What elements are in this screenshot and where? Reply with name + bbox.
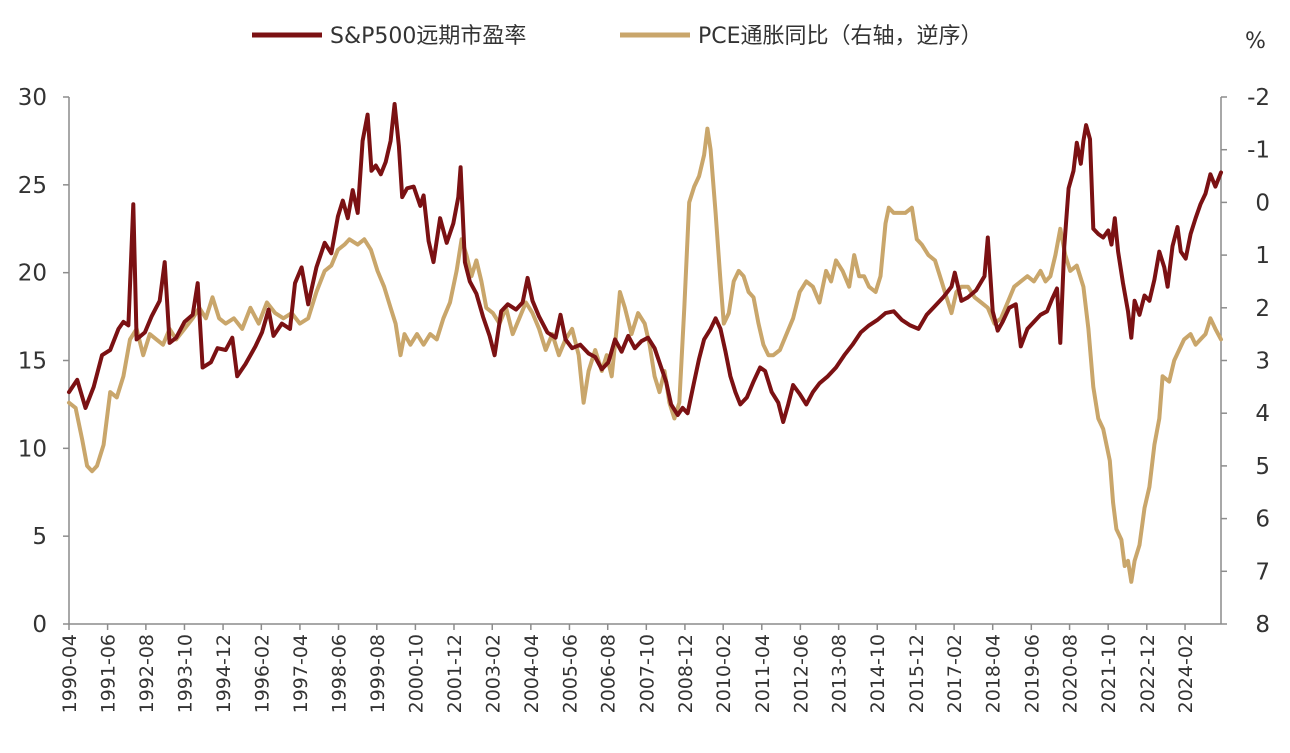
right-tick-label: 2 — [1255, 296, 1270, 322]
right-axis-unit-label: % — [1245, 29, 1266, 54]
left-tick-label: 15 — [18, 349, 47, 375]
left-tick-label: 0 — [32, 612, 47, 638]
x-tick-label: 1992-08 — [136, 634, 158, 713]
x-tick-label: 2013-08 — [829, 634, 851, 713]
x-tick-label: 2014-10 — [867, 634, 889, 713]
x-tick-label: 2011-04 — [752, 634, 774, 713]
legend-label-pce: PCE通胀同比（右轴，逆序） — [698, 24, 983, 49]
x-tick-label: 2010-02 — [713, 634, 735, 713]
right-axis-ticks: -2 -1 0 1 2 3 4 5 6 7 8 — [1221, 85, 1270, 638]
right-tick-label: 6 — [1255, 507, 1270, 533]
x-tick-label: 1998-06 — [329, 634, 351, 713]
left-tick-label: 5 — [32, 524, 47, 550]
x-tick-label: 2001-12 — [444, 634, 466, 713]
x-tick-label: 2007-10 — [636, 634, 658, 713]
x-tick-label: 2012-06 — [790, 634, 812, 713]
legend-label-pe: S&P500远期市盈率 — [330, 24, 526, 49]
x-tick-label: 2021-10 — [1098, 634, 1120, 713]
left-axis-ticks: 0 5 10 15 20 25 30 — [18, 85, 69, 638]
left-tick-label: 30 — [18, 85, 47, 111]
x-axis-ticks: 1990-04 1991-06 1992-08 1993-10 1994-12 1996-… — [59, 624, 1197, 713]
right-tick-label: 3 — [1255, 349, 1270, 375]
x-tick-label: 2004-04 — [521, 634, 543, 713]
x-tick-label: 2020-08 — [1060, 634, 1082, 713]
series-layer — [67, 102, 1223, 584]
x-tick-label: 2015-12 — [906, 634, 928, 713]
x-tick-label: 2024-02 — [1175, 634, 1197, 713]
x-tick-label: 2019-06 — [1021, 634, 1043, 713]
right-tick-label: -1 — [1247, 138, 1270, 164]
x-tick-label: 2006-08 — [598, 634, 620, 713]
left-tick-label: 10 — [18, 436, 47, 462]
x-tick-label: 1999-08 — [367, 634, 389, 713]
right-tick-label: 5 — [1255, 454, 1270, 480]
x-tick-label: 2018-04 — [983, 634, 1005, 713]
series-line-pe — [67, 102, 1223, 424]
series-line-pce — [67, 126, 1223, 584]
legend: S&P500远期市盈率 PCE通胀同比（右轴，逆序） — [252, 24, 983, 49]
x-tick-label: 1994-12 — [213, 634, 235, 713]
x-tick-label: 2005-06 — [559, 634, 581, 713]
right-tick-label: -2 — [1247, 85, 1270, 111]
x-tick-label: 2003-02 — [482, 634, 504, 713]
left-tick-label: 20 — [18, 261, 47, 287]
x-tick-label: 2017-02 — [944, 634, 966, 713]
x-tick-label: 2000-10 — [405, 634, 427, 713]
x-tick-label: 1990-04 — [59, 634, 81, 713]
x-tick-label: 1991-06 — [98, 634, 120, 713]
x-tick-label: 1993-10 — [174, 634, 196, 713]
x-tick-label: 2008-12 — [675, 634, 697, 713]
right-tick-label: 1 — [1255, 243, 1270, 269]
right-tick-label: 8 — [1255, 612, 1270, 638]
right-tick-label: 4 — [1255, 401, 1270, 427]
right-tick-label: 0 — [1255, 190, 1270, 216]
left-tick-label: 25 — [18, 173, 47, 199]
x-tick-label: 2022-12 — [1137, 634, 1159, 713]
right-tick-label: 7 — [1255, 559, 1270, 585]
x-tick-label: 1996-02 — [251, 634, 273, 713]
x-tick-label: 1997-04 — [290, 634, 312, 713]
